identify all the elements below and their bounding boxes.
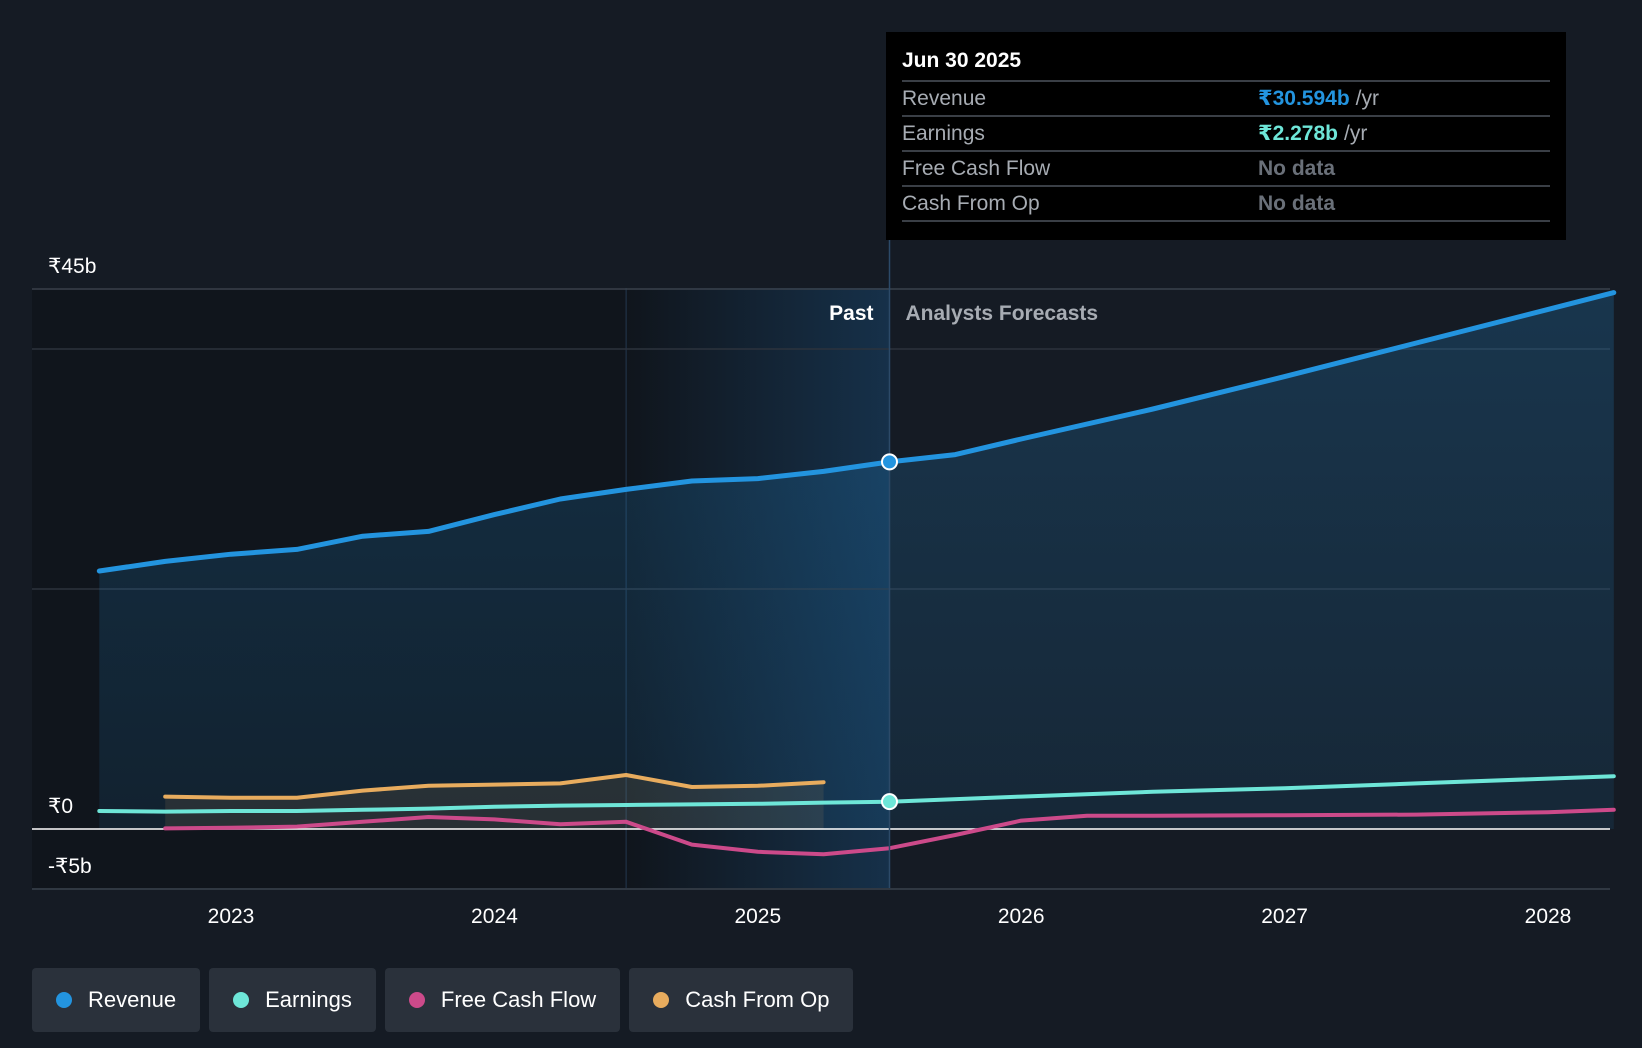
- earnings-marker: [881, 793, 898, 811]
- legend-item-free-cash-flow[interactable]: Free Cash Flow: [384, 968, 621, 1032]
- legend-item-cash-from-op[interactable]: Cash From Op: [629, 968, 854, 1032]
- legend-label: Earnings: [265, 987, 352, 1012]
- tooltip-row-revenue: Revenue ₹30.594b /yr: [902, 82, 1550, 117]
- highlight-markers: [881, 453, 898, 811]
- revenue-marker: [881, 453, 898, 471]
- tooltip-value: ₹2.278b: [1258, 122, 1338, 145]
- tooltip-unit: /yr: [1344, 122, 1368, 145]
- tooltip: Jun 30 2025 Revenue ₹30.594b /yr Earning…: [886, 32, 1566, 240]
- x-tick-label: 2026: [998, 905, 1045, 928]
- legend-item-revenue[interactable]: Revenue: [32, 968, 201, 1032]
- earnings-line: [97, 774, 1616, 814]
- tooltip-value: No data: [1258, 192, 1336, 215]
- tooltip-label: Free Cash Flow: [902, 157, 1051, 180]
- tooltip-unit: /yr: [1355, 87, 1379, 110]
- tooltip-label: Revenue: [902, 87, 987, 110]
- y-axis-labels: ₹45b ₹0 -₹5b: [48, 255, 96, 878]
- y-tick-label: -₹5b: [48, 855, 92, 878]
- tooltip-label: Cash From Op: [902, 192, 1040, 215]
- x-tick-label: 2025: [734, 905, 781, 928]
- legend-label: Revenue: [88, 987, 177, 1012]
- tooltip-row-free-cash-flow: Free Cash Flow No data: [902, 152, 1550, 187]
- legend-label: Cash From Op: [685, 987, 830, 1012]
- legend-item-earnings[interactable]: Earnings: [209, 968, 376, 1032]
- tooltip-row-cash-from-op: Cash From Op No data: [902, 187, 1550, 222]
- cash-from-op-dot-icon: [653, 992, 670, 1008]
- x-tick-label: 2023: [208, 905, 255, 928]
- earnings-dot-icon: [233, 992, 250, 1008]
- x-tick-label: 2027: [1261, 905, 1308, 928]
- revenue-area: [99, 292, 1614, 830]
- tooltip-date: Jun 30 2025: [902, 46, 1550, 82]
- y-tick-label: ₹45b: [48, 255, 96, 278]
- tooltip-label: Earnings: [902, 122, 985, 145]
- free-cash-flow-dot-icon: [408, 992, 425, 1008]
- cash-from-op-line: [163, 773, 826, 800]
- y-tick-label: ₹0: [48, 795, 73, 818]
- x-axis-labels: 2023 2024 2025 2026 2027 2028: [208, 905, 1572, 928]
- tooltip-value: No data: [1258, 157, 1336, 180]
- revenue-dot-icon: [56, 992, 72, 1008]
- cash-from-op-area: [165, 775, 824, 829]
- legend: Revenue Earnings Free Cash Flow Cash Fro…: [32, 968, 854, 1032]
- x-tick-label: 2024: [471, 905, 518, 928]
- tooltip-value: ₹30.594b: [1258, 87, 1350, 110]
- revenue-line: [96, 290, 1617, 574]
- free-cash-flow-line: [163, 807, 1616, 857]
- forecast-label: Analysts Forecasts: [906, 302, 1099, 325]
- x-tick-label: 2028: [1525, 905, 1572, 928]
- past-label: Past: [829, 302, 873, 325]
- tooltip-row-earnings: Earnings ₹2.278b /yr: [902, 117, 1550, 152]
- legend-label: Free Cash Flow: [440, 987, 597, 1012]
